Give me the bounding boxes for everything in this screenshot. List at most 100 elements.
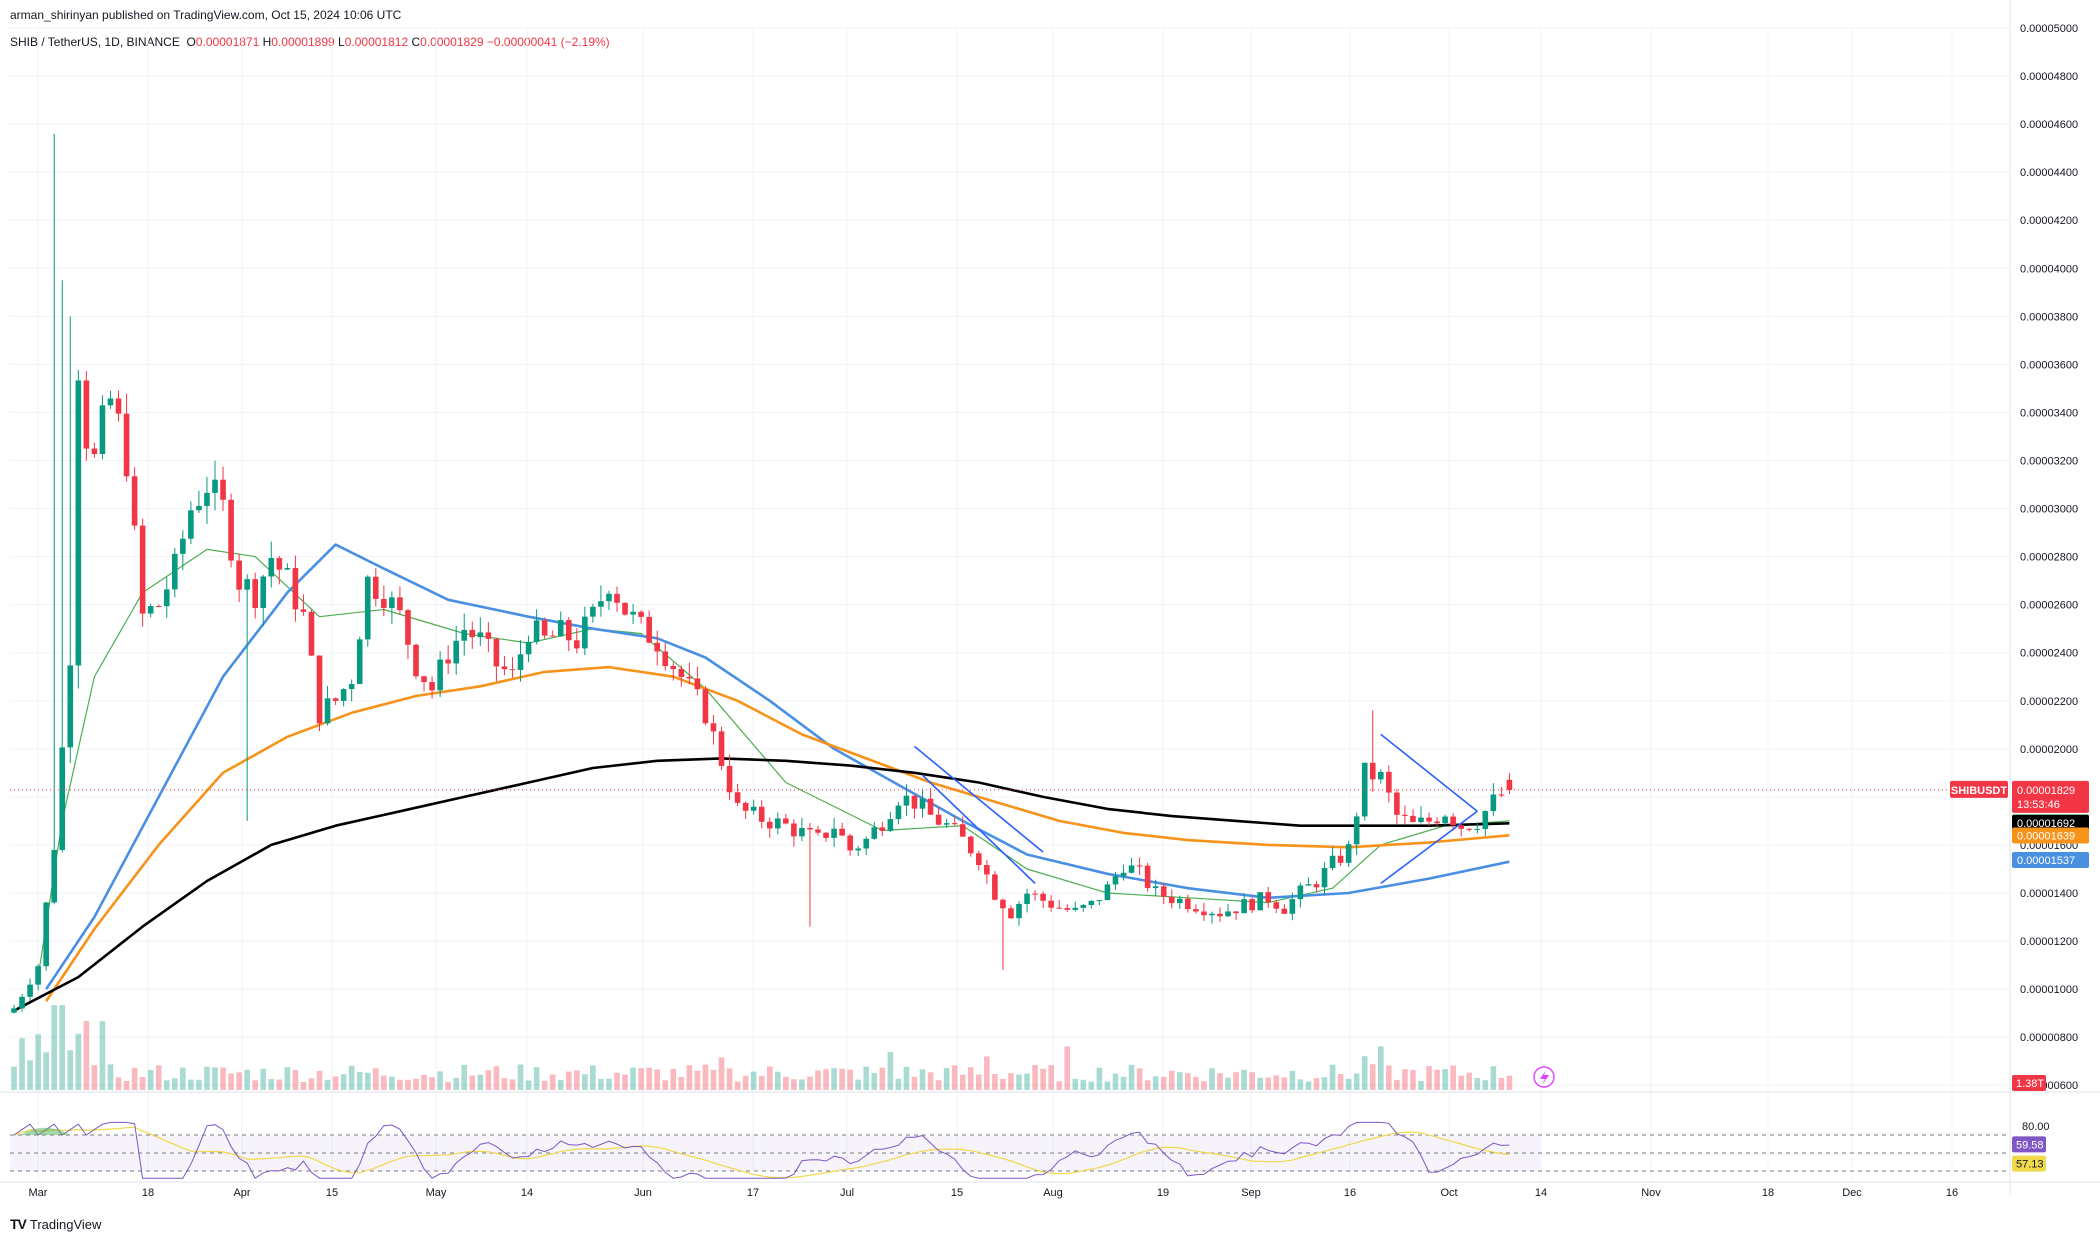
- candle: [662, 642, 669, 671]
- volume-bar: [51, 1005, 57, 1090]
- rsi-ma-line: [13, 1126, 1510, 1179]
- candle-body: [1008, 908, 1014, 919]
- candle: [139, 518, 146, 627]
- candle-body: [686, 676, 693, 679]
- volume-bar: [172, 1078, 178, 1090]
- candle: [1442, 814, 1448, 825]
- candle-body: [654, 642, 660, 652]
- volume-bar: [437, 1071, 443, 1090]
- candle-body: [485, 632, 492, 639]
- candle: [1450, 813, 1456, 831]
- volume-bar: [863, 1066, 870, 1090]
- candle: [1434, 817, 1440, 827]
- rsi-ma-tag: [2012, 1155, 2046, 1172]
- volume-bar: [308, 1078, 315, 1090]
- candle: [927, 788, 934, 815]
- candle-body: [1040, 893, 1046, 901]
- volume-bar: [1458, 1075, 1464, 1090]
- volume-bar: [356, 1072, 363, 1090]
- volume-bar: [1305, 1081, 1312, 1090]
- candle: [364, 575, 371, 647]
- candle-body: [1209, 913, 1215, 916]
- price-tick-label: 0.00002400: [2020, 648, 2078, 660]
- candle-body: [196, 505, 202, 511]
- trendline: [921, 774, 1036, 884]
- ohlc-low-label: L: [338, 35, 345, 49]
- candle: [574, 628, 580, 654]
- candle-body: [1369, 762, 1376, 780]
- candle-body: [509, 669, 516, 671]
- candle-body: [734, 792, 741, 803]
- candle-body: [557, 620, 564, 637]
- volume-bar: [43, 1052, 49, 1090]
- candle: [935, 807, 942, 826]
- rsi-upper-label: 80.00: [2022, 1121, 2050, 1133]
- symbol-tag: [1950, 780, 2008, 798]
- volume-bar: [1378, 1046, 1384, 1090]
- volume-bar: [590, 1065, 596, 1090]
- volume-bar: [799, 1079, 805, 1090]
- candle: [1369, 710, 1376, 792]
- candle-body: [405, 610, 411, 645]
- candle: [847, 833, 853, 856]
- candle-body: [1482, 811, 1489, 830]
- candle: [1024, 888, 1030, 913]
- price-tick-label: 0.00003600: [2020, 359, 2078, 371]
- candle: [1040, 891, 1046, 908]
- candle: [1032, 890, 1038, 901]
- candle: [582, 606, 588, 656]
- time-tick-label: 14: [1535, 1187, 1547, 1199]
- candle-body: [163, 589, 170, 607]
- candle: [252, 572, 258, 619]
- candle-body: [541, 620, 548, 636]
- candle-body: [1168, 896, 1175, 904]
- candle-body: [951, 823, 958, 825]
- candle: [887, 811, 894, 833]
- time-tick-label: May: [426, 1187, 447, 1199]
- candle-body: [292, 568, 299, 610]
- candle: [373, 568, 379, 607]
- candle: [766, 817, 773, 838]
- candle: [35, 964, 41, 991]
- candle-body: [373, 576, 379, 599]
- candle: [557, 611, 564, 637]
- volume-bar: [887, 1052, 894, 1090]
- ohlc-open-label: O: [186, 35, 196, 49]
- brand-text: TradingView: [29, 1216, 102, 1232]
- candle: [284, 563, 291, 571]
- candle-body: [1378, 771, 1384, 780]
- rsi-pane: 80.00 59.58 57.13: [10, 1121, 2050, 1179]
- volume-bar: [1297, 1079, 1304, 1090]
- ohlc-open: 0.00001871: [195, 35, 260, 49]
- candle-body: [252, 579, 258, 609]
- candle: [992, 871, 998, 901]
- time-axis: Mar 18 Apr 15 May 14 Jun 17 Jul 15 Aug 19 Sep 16 Oct 14…: [29, 1187, 1959, 1199]
- candle-body: [911, 795, 918, 809]
- tradingview-logo[interactable]: TV TradingView: [10, 1216, 101, 1232]
- candle-body: [1321, 868, 1328, 888]
- volume-bar: [686, 1065, 693, 1090]
- candle: [839, 822, 845, 837]
- candle: [19, 993, 25, 1012]
- candle: [75, 369, 82, 689]
- candle-body: [332, 698, 339, 701]
- volume-bar: [1321, 1077, 1328, 1090]
- candle-body: [1024, 893, 1030, 904]
- candle: [437, 651, 443, 697]
- price-tick-label: 0.00001000: [2020, 984, 2078, 996]
- volume-bar: [831, 1068, 837, 1090]
- volume-bar: [630, 1067, 636, 1090]
- candle: [1506, 773, 1513, 794]
- candle: [1482, 810, 1489, 837]
- moving-average-ma_mid: [45, 543, 1510, 990]
- candle-body: [758, 806, 765, 822]
- volume-bar: [726, 1068, 733, 1090]
- trendline: [1380, 810, 1478, 885]
- candle-body: [1337, 855, 1344, 863]
- candle-body: [927, 798, 934, 815]
- candle-body: [1177, 898, 1183, 904]
- candle: [1193, 904, 1199, 914]
- volume-bar: [1024, 1073, 1030, 1090]
- candle-body: [565, 620, 572, 641]
